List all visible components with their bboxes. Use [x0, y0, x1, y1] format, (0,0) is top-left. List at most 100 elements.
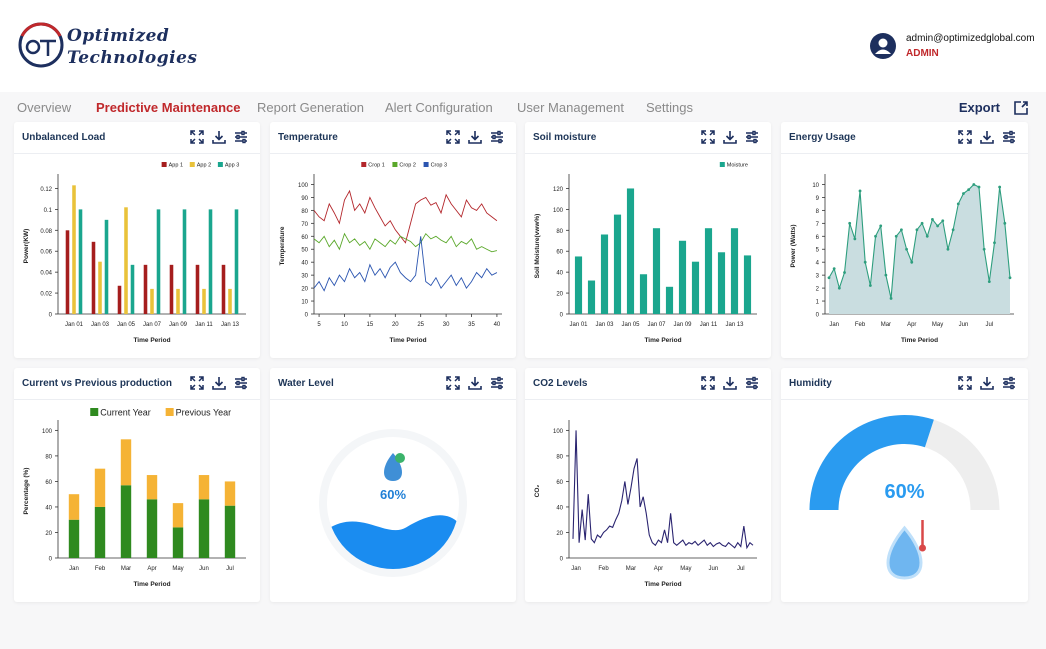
tool-icon[interactable]: [468, 131, 482, 144]
tool-icon[interactable]: [701, 130, 715, 144]
tool-icon[interactable]: [1003, 130, 1015, 144]
tool-icon[interactable]: [212, 377, 226, 390]
panel-tools[interactable]: [701, 130, 761, 149]
nav-tab[interactable]: User Management: [517, 100, 624, 115]
tool-icon[interactable]: [958, 376, 972, 390]
tool-icon[interactable]: [241, 376, 245, 382]
tool-icon[interactable]: [446, 130, 506, 144]
tool-icon[interactable]: [1010, 138, 1014, 144]
tool-icon[interactable]: [752, 376, 756, 382]
tool-icon[interactable]: [242, 384, 246, 390]
tool-icon[interactable]: [746, 376, 758, 390]
tool-icon[interactable]: [747, 380, 751, 386]
tool-icon[interactable]: [723, 131, 737, 144]
x-tick-label: 35: [468, 322, 475, 328]
tool-icon[interactable]: [958, 130, 1018, 144]
tool-icon[interactable]: [241, 130, 245, 136]
tool-icon[interactable]: [958, 130, 972, 144]
panel-tools[interactable]: [446, 376, 506, 395]
nav-tab[interactable]: Alert Configuration: [385, 100, 493, 115]
bar: [228, 288, 232, 314]
tool-icon[interactable]: [497, 130, 501, 136]
nav-tab[interactable]: Settings: [646, 100, 693, 115]
panel-tools[interactable]: [958, 376, 1018, 395]
tool-icon[interactable]: [752, 130, 756, 136]
tool-icon[interactable]: [468, 377, 482, 390]
export-button[interactable]: Export: [958, 100, 1000, 115]
panel-tools[interactable]: [190, 376, 250, 395]
tool-icon[interactable]: [701, 376, 715, 390]
tool-icon[interactable]: [701, 376, 761, 390]
panel-chart: 0 20 40 60 80 100 Percentage (%) Time Period Cur…: [23, 408, 246, 588]
tool-icon[interactable]: [190, 130, 250, 144]
tool-icon[interactable]: [468, 377, 482, 390]
tool-icon[interactable]: [235, 130, 247, 144]
panel-tools[interactable]: [190, 130, 250, 149]
tool-icon[interactable]: [498, 138, 502, 144]
export-icon[interactable]: [1013, 100, 1029, 116]
tool-icon[interactable]: [235, 376, 247, 390]
nav-tab[interactable]: Report Generation: [257, 100, 364, 115]
tool-icon[interactable]: [723, 377, 737, 390]
tool-icon[interactable]: [190, 376, 204, 390]
tool-icon[interactable]: [1004, 134, 1008, 140]
tool-icon[interactable]: [236, 380, 240, 386]
logo-t: [40, 39, 56, 56]
tool-icon[interactable]: [753, 384, 757, 390]
tool-icon[interactable]: [190, 376, 250, 390]
tool-icon[interactable]: [498, 384, 502, 390]
tool-icon[interactable]: [446, 130, 460, 144]
tool-icon[interactable]: [701, 130, 715, 144]
tool-icon[interactable]: [753, 138, 757, 144]
tool-icon[interactable]: [980, 377, 994, 390]
tool-icon[interactable]: [701, 130, 761, 144]
user-role: ADMIN: [906, 48, 939, 59]
avatar[interactable]: [869, 32, 897, 60]
tool-icon[interactable]: [190, 130, 204, 144]
point: [884, 273, 888, 277]
tool-icon[interactable]: [980, 377, 994, 390]
panel-tools[interactable]: [958, 130, 1018, 149]
panel-tools[interactable]: [446, 130, 506, 149]
tool-icon[interactable]: [212, 131, 226, 144]
nav-tab[interactable]: Overview: [17, 100, 72, 115]
x-tick-label: Jan 11: [700, 322, 718, 328]
tool-icon[interactable]: [492, 134, 496, 140]
tool-icon[interactable]: [980, 131, 994, 144]
tool-icon[interactable]: [242, 138, 246, 144]
tool-icon[interactable]: [468, 131, 482, 144]
tool-icon[interactable]: [446, 130, 460, 144]
tool-icon[interactable]: [190, 130, 204, 144]
tool-icon[interactable]: [723, 131, 737, 144]
tool-icon[interactable]: [1003, 376, 1015, 390]
tool-icon[interactable]: [491, 376, 503, 390]
tool-icon[interactable]: [958, 376, 972, 390]
tool-icon[interactable]: [190, 376, 204, 390]
nav-tab[interactable]: Predictive Maintenance: [96, 100, 241, 115]
tool-icon[interactable]: [492, 380, 496, 386]
tool-icon[interactable]: [746, 130, 758, 144]
tool-icon[interactable]: [958, 130, 972, 144]
point: [858, 189, 862, 193]
tool-icon[interactable]: [446, 376, 460, 390]
y-axis-label: Soil Moisture(vww%): [534, 214, 541, 279]
tool-icon[interactable]: [446, 376, 506, 390]
tool-icon[interactable]: [446, 376, 460, 390]
tool-icon[interactable]: [1010, 384, 1014, 390]
tool-icon[interactable]: [236, 134, 240, 140]
tool-icon[interactable]: [958, 376, 1018, 390]
tool-icon[interactable]: [701, 376, 715, 390]
tool-icon[interactable]: [497, 376, 501, 382]
bar: [182, 209, 187, 314]
tool-icon[interactable]: [980, 131, 994, 144]
panel-tools[interactable]: [701, 376, 761, 395]
tool-icon[interactable]: [491, 130, 503, 144]
tool-icon[interactable]: [212, 131, 226, 144]
tool-icon[interactable]: [1009, 130, 1013, 136]
gauge-label: 60%: [884, 481, 924, 503]
tool-icon[interactable]: [1004, 380, 1008, 386]
tool-icon[interactable]: [723, 377, 737, 390]
tool-icon[interactable]: [212, 377, 226, 390]
tool-icon[interactable]: [1009, 376, 1013, 382]
tool-icon[interactable]: [747, 134, 751, 140]
